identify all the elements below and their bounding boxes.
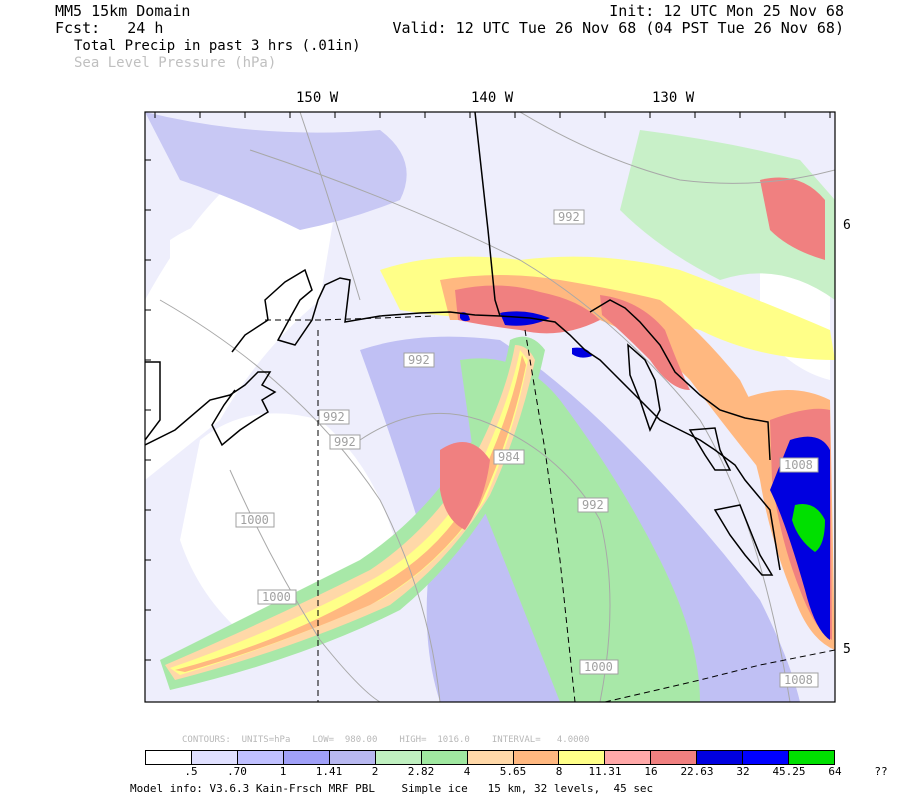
colorbar-swatch: [513, 751, 560, 764]
valid-time: Valid: 12 UTC Tue 26 Nov 68 (04 PST Tue …: [392, 19, 844, 37]
colorbar-label: 2: [371, 765, 379, 778]
colorbar-label: 64: [828, 765, 842, 778]
colorbar-label: 1.41: [315, 765, 343, 778]
lon-label-130w: 130 W: [652, 90, 695, 106]
colorbar-swatch: [651, 751, 698, 764]
svg-text:1008: 1008: [784, 458, 813, 472]
colorbar-swatch: [743, 751, 790, 764]
pressure-label: 1008: [779, 672, 819, 688]
pressure-label: 1000: [257, 589, 297, 605]
lat-label-60n: 6: [843, 218, 851, 233]
colorbar-label: 4: [463, 765, 471, 778]
colorbar-label: ??: [874, 765, 888, 778]
precip-field-label: Total Precip in past 3 hrs (.01in): [74, 38, 361, 54]
pressure-label: 992: [553, 209, 585, 225]
svg-text:992: 992: [323, 410, 345, 424]
forecast-hour: Fcst: 24 h: [55, 19, 164, 37]
lon-label-150w: 150 W: [296, 90, 339, 106]
contour-units: CONTOURS: UNITS=hPa: [182, 735, 291, 745]
lon-label-140w: 140 W: [471, 90, 514, 106]
contour-high: HIGH= 1016.0: [399, 735, 470, 745]
precip-colorbar: [145, 750, 835, 765]
slp-field-label: Sea Level Pressure (hPa): [74, 55, 277, 71]
colorbar-label: 8: [555, 765, 563, 778]
contour-low: LOW= 980.00: [312, 735, 378, 745]
pressure-label: 992: [329, 434, 361, 450]
lat-label-50n: 5: [843, 642, 851, 657]
svg-text:992: 992: [408, 353, 430, 367]
svg-text:992: 992: [558, 210, 580, 224]
model-info: Model info: V3.6.3 Kain-Frsch MRF PBL Si…: [130, 782, 654, 795]
colorbar-label: 2.82: [407, 765, 435, 778]
contour-interval: INTERVAL= 4.0000: [491, 735, 590, 745]
svg-text:992: 992: [582, 498, 604, 512]
pressure-label: 1008: [779, 457, 819, 473]
colorbar-label: 5.65: [499, 765, 527, 778]
svg-text:1000: 1000: [584, 660, 613, 674]
colorbar-swatch: [146, 751, 192, 764]
colorbar-swatch: [329, 751, 376, 764]
colorbar-swatch: [467, 751, 514, 764]
colorbar-label: 16: [644, 765, 658, 778]
colorbar-label: 11.31: [588, 765, 622, 778]
svg-text:1000: 1000: [240, 513, 269, 527]
map-frame: [144, 111, 836, 703]
colorbar-swatch: [559, 751, 606, 764]
colorbar-swatch: [237, 751, 284, 764]
colorbar-swatch: [375, 751, 422, 764]
colorbar-swatch: [283, 751, 330, 764]
colorbar-swatch: [789, 751, 835, 764]
colorbar-swatch: [421, 751, 468, 764]
pressure-label: 1000: [579, 659, 619, 675]
precip-field: [145, 112, 835, 702]
pressure-label: 992: [577, 497, 609, 513]
svg-text:1000: 1000: [262, 590, 291, 604]
domain-title: MM5 15km Domain: [55, 2, 191, 20]
svg-text:992: 992: [334, 435, 356, 449]
colorbar-label: 32: [736, 765, 750, 778]
colorbar-swatch: [697, 751, 744, 764]
colorbar-label: .5: [184, 765, 198, 778]
pressure-labels: 992 992 992 984 1000 1000 1000 992 1008 …: [235, 209, 819, 688]
pressure-label: 984: [493, 449, 525, 465]
colorbar-label: .70: [227, 765, 247, 778]
pressure-label: 992: [318, 409, 350, 425]
colorbar-label: 1: [279, 765, 287, 778]
svg-text:1008: 1008: [784, 673, 813, 687]
svg-text:984: 984: [498, 450, 520, 464]
init-time: Init: 12 UTC Mon 25 Nov 68: [609, 2, 844, 20]
colorbar-label: 45.25: [772, 765, 806, 778]
contour-info: CONTOURS: UNITS=hPa LOW= 980.00 HIGH= 1016…: [182, 735, 611, 745]
colorbar-label: 22.63: [680, 765, 714, 778]
colorbar-swatch: [191, 751, 238, 764]
pressure-label: 1000: [235, 512, 275, 528]
colorbar-swatch: [605, 751, 652, 764]
pressure-label: 992: [403, 352, 435, 368]
